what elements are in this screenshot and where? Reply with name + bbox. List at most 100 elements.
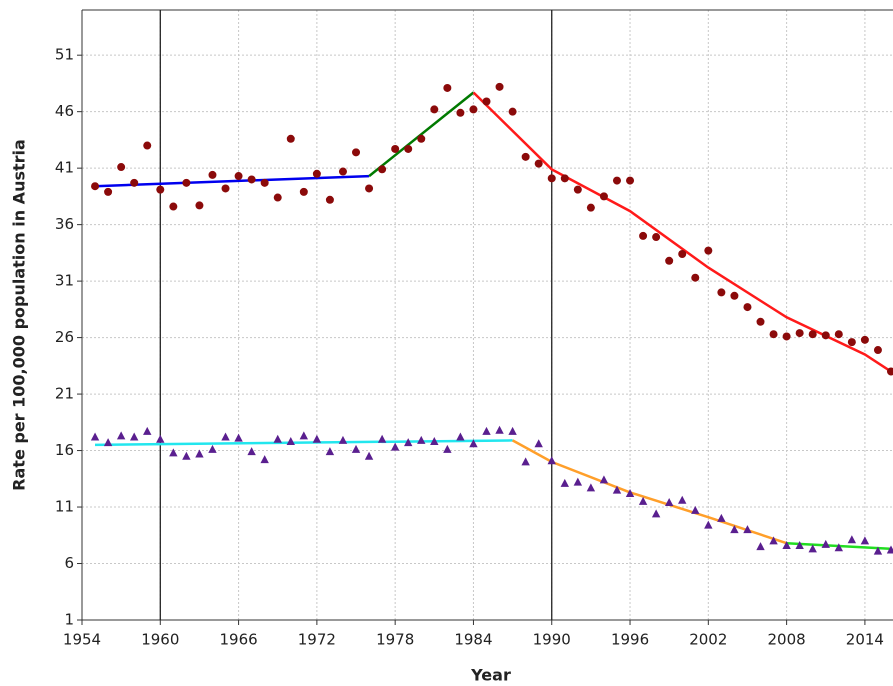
data-point <box>560 174 569 183</box>
data-point <box>678 495 687 504</box>
y-tick-label: 46 <box>55 102 74 120</box>
data-point <box>417 435 426 444</box>
y-tick-label: 21 <box>55 385 74 403</box>
data-point <box>351 444 361 453</box>
data-point <box>377 434 387 443</box>
data-point <box>312 434 322 443</box>
data-point <box>182 451 191 460</box>
y-tick-label: 31 <box>55 272 74 290</box>
data-point <box>169 448 178 457</box>
data-point <box>547 456 556 465</box>
data-point <box>286 134 295 143</box>
data-point <box>560 478 569 487</box>
data-point <box>234 172 243 181</box>
data-point <box>521 152 530 161</box>
fit-line <box>94 174 370 188</box>
data-point <box>795 540 804 549</box>
data-point <box>834 330 843 339</box>
data-point <box>795 329 804 338</box>
data-point <box>743 303 752 312</box>
data-point <box>247 175 256 184</box>
data-point <box>534 439 543 448</box>
data-point <box>221 184 230 193</box>
data-point <box>834 543 844 552</box>
data-point <box>390 442 400 451</box>
data-point <box>639 231 648 240</box>
data-point <box>730 525 739 534</box>
data-point <box>860 536 870 545</box>
data-point <box>247 447 256 456</box>
x-tick-label: 2002 <box>689 631 727 649</box>
fit-line <box>94 439 513 447</box>
data-point <box>665 256 674 265</box>
data-point <box>756 542 765 551</box>
data-point <box>234 433 243 442</box>
data-point <box>404 438 413 447</box>
data-point <box>129 432 139 441</box>
data-point <box>769 330 778 339</box>
data-point <box>116 431 126 440</box>
data-point <box>573 185 582 194</box>
data-point <box>299 431 309 440</box>
data-point <box>456 432 465 441</box>
data-point <box>782 540 791 549</box>
data-point <box>808 330 817 339</box>
data-point <box>860 335 869 344</box>
data-point <box>365 184 374 193</box>
data-point <box>638 496 648 505</box>
data-point <box>599 192 608 201</box>
data-point <box>534 159 543 168</box>
data-point <box>260 455 269 464</box>
data-point <box>104 187 113 196</box>
data-point <box>704 246 713 255</box>
data-point <box>847 338 856 347</box>
data-point <box>103 438 113 447</box>
data-point <box>456 108 465 117</box>
data-point <box>756 317 765 326</box>
data-point <box>143 426 152 435</box>
data-point <box>143 141 152 150</box>
data-point <box>821 539 830 548</box>
x-tick-label: 1984 <box>454 631 492 649</box>
x-tick-label: 1972 <box>298 631 336 649</box>
x-tick-label: 1960 <box>141 631 179 649</box>
data-point <box>808 544 817 553</box>
data-point <box>651 509 661 518</box>
data-point <box>156 185 165 194</box>
x-tick-label: 1978 <box>376 631 414 649</box>
data-point <box>325 447 335 456</box>
data-point <box>391 144 400 153</box>
data-point <box>730 291 739 300</box>
x-tick-label: 1954 <box>63 631 101 649</box>
data-point <box>482 97 491 106</box>
data-point <box>430 437 439 446</box>
data-point <box>195 449 204 458</box>
data-point <box>769 536 778 545</box>
data-point <box>626 176 635 185</box>
data-point <box>547 174 556 183</box>
data-point <box>117 163 126 172</box>
data-point <box>821 331 830 340</box>
data-point <box>312 169 321 178</box>
x-tick-label: 2008 <box>768 631 806 649</box>
x-tick-label: 1996 <box>611 631 649 649</box>
data-point <box>299 187 308 196</box>
data-point <box>691 273 700 282</box>
y-tick-label: 36 <box>55 215 74 233</box>
data-point <box>195 201 204 210</box>
data-point <box>717 288 726 297</box>
data-point <box>90 432 100 441</box>
data-point <box>286 437 295 446</box>
data-point <box>430 105 439 114</box>
data-point <box>364 451 374 460</box>
x-tick-label: 2014 <box>846 631 884 649</box>
data-point <box>378 165 387 174</box>
y-tick-label: 11 <box>55 498 74 516</box>
x-axis-label: Year <box>470 666 511 685</box>
data-point <box>652 233 661 242</box>
y-tick-label: 6 <box>64 554 74 572</box>
data-point <box>482 426 491 435</box>
data-point <box>625 488 635 497</box>
data-point <box>847 535 857 544</box>
